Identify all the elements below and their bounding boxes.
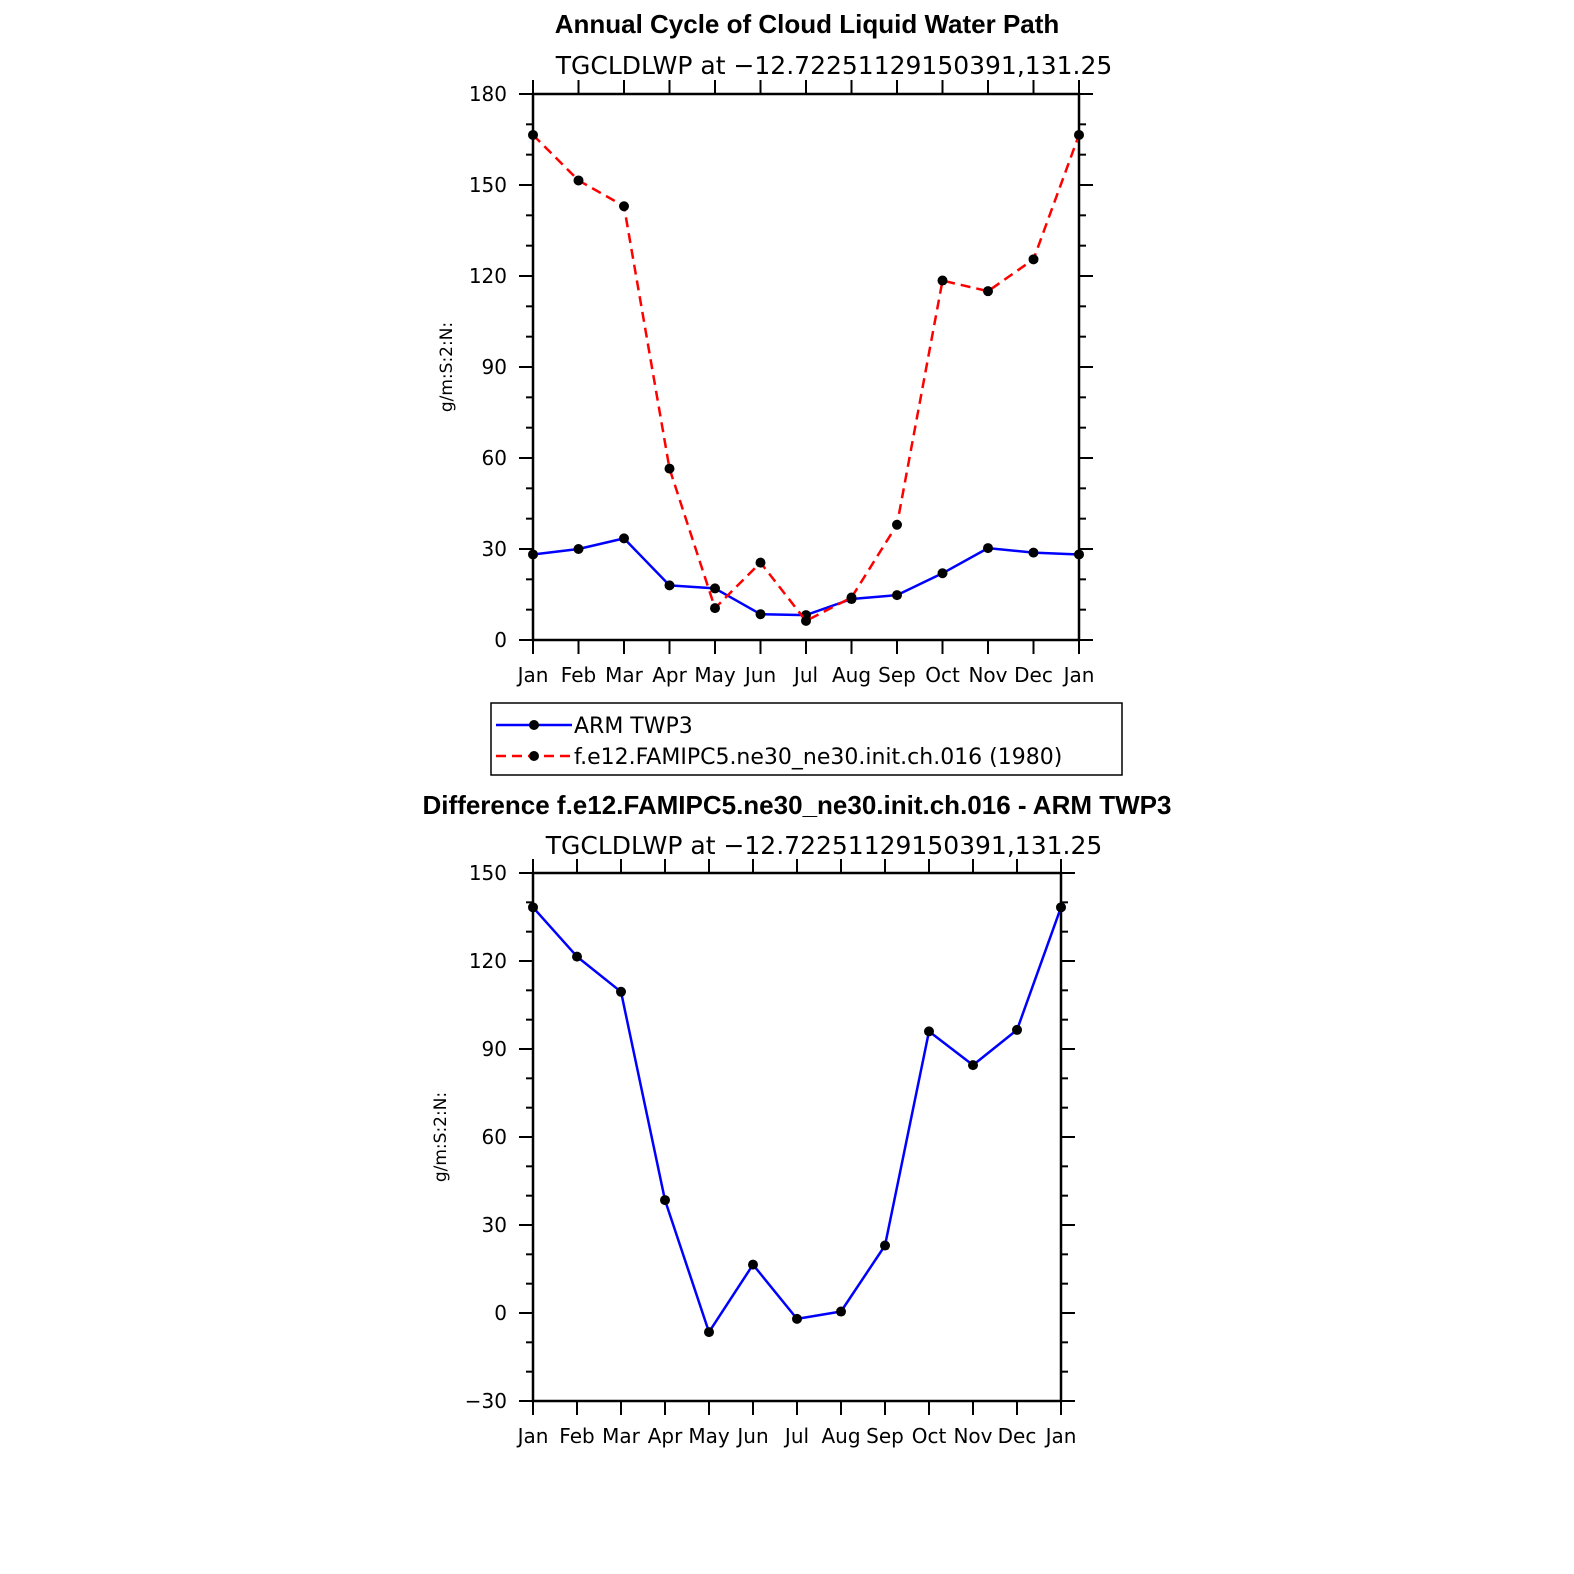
data-point bbox=[924, 1026, 934, 1037]
y-tick-label: −30 bbox=[465, 1389, 507, 1413]
x-tick-label: Jul bbox=[783, 1424, 809, 1448]
x-tick-label: Jan bbox=[1062, 663, 1095, 687]
y-axis-label: g/m:S:2:N: bbox=[431, 1092, 451, 1182]
legend-marker-model bbox=[529, 751, 539, 761]
data-point bbox=[968, 1060, 978, 1071]
y-tick-label: 90 bbox=[482, 1037, 507, 1061]
data-point bbox=[1028, 547, 1039, 558]
y-tick-label: 60 bbox=[482, 446, 507, 470]
x-tick-label: Feb bbox=[559, 1424, 594, 1448]
legend: ARM TWP3 f.e12.FAMIPC5.ne30_ne30.init.ch… bbox=[490, 702, 1123, 776]
plot-border bbox=[531, 92, 1081, 642]
x-tick-label: Nov bbox=[968, 663, 1007, 687]
x-tick-label: Mar bbox=[605, 663, 644, 687]
x-tick-label: Jun bbox=[743, 663, 776, 687]
x-tick-label: Jan bbox=[516, 663, 549, 687]
x-tick-label: Jun bbox=[735, 1424, 768, 1448]
data-point bbox=[836, 1306, 846, 1317]
data-point bbox=[1074, 129, 1084, 140]
x-tick-label: Jan bbox=[1044, 1424, 1077, 1448]
data-point bbox=[1012, 1024, 1022, 1035]
y-tick-label: 60 bbox=[482, 1125, 507, 1149]
series-line-0 bbox=[532, 906, 1063, 1334]
data-point bbox=[1074, 549, 1084, 560]
chart-title: Annual Cycle of Cloud Liquid Water Path bbox=[555, 9, 1060, 39]
data-point bbox=[619, 201, 629, 212]
data-point bbox=[710, 583, 720, 594]
x-tick-label: Dec bbox=[1014, 663, 1053, 687]
data-point bbox=[755, 557, 766, 568]
x-tick-label: Jan bbox=[516, 1424, 549, 1448]
y-tick-label: 120 bbox=[469, 264, 507, 288]
data-point bbox=[664, 463, 675, 474]
y-axis-label: g/m:S:2:N: bbox=[437, 322, 457, 412]
difference-chart: Difference f.e12.FAMIPC5.ne30_ne30.init.… bbox=[423, 790, 1172, 1448]
x-tick-label: Aug bbox=[832, 663, 871, 687]
data-point bbox=[616, 986, 626, 997]
data-point bbox=[573, 175, 584, 186]
y-tick-label: 30 bbox=[482, 537, 507, 561]
x-tick-label: May bbox=[694, 663, 736, 687]
y-tick-label: 90 bbox=[482, 355, 507, 379]
data-point bbox=[572, 951, 582, 962]
plot-area bbox=[528, 902, 1066, 1338]
x-tick-label: Sep bbox=[878, 663, 916, 687]
data-point bbox=[619, 533, 629, 544]
x-tick-label: Mar bbox=[602, 1424, 641, 1448]
data-point bbox=[1056, 902, 1066, 913]
y-tick-label: 0 bbox=[494, 628, 507, 652]
data-point bbox=[801, 615, 811, 626]
x-tick-label: Oct bbox=[925, 663, 960, 687]
legend-marker-arm-twp3 bbox=[529, 720, 539, 730]
data-point bbox=[573, 544, 584, 554]
data-point bbox=[528, 129, 538, 140]
y-tick-label: 30 bbox=[482, 1213, 507, 1237]
data-point bbox=[846, 592, 857, 603]
data-point bbox=[983, 286, 993, 297]
axes-frame: Jan Feb Mar Apr May Jun Jul Aug Sep Oct Nov Dec Jan−… bbox=[465, 859, 1077, 1448]
chart-subtitle: TGCLDLWP at −12.72251129150391,131.25 bbox=[555, 51, 1113, 80]
series-line-0 bbox=[532, 537, 1080, 617]
y-tick-label: 150 bbox=[469, 173, 507, 197]
data-point bbox=[880, 1240, 890, 1251]
data-point bbox=[937, 275, 948, 286]
data-point bbox=[892, 590, 902, 601]
plot-area bbox=[528, 129, 1084, 626]
data-point bbox=[1028, 254, 1039, 265]
data-point bbox=[892, 519, 902, 530]
x-tick-label: Sep bbox=[866, 1424, 904, 1448]
y-tick-label: 150 bbox=[469, 861, 507, 885]
data-point bbox=[792, 1313, 802, 1324]
x-tick-label: May bbox=[688, 1424, 730, 1448]
data-point bbox=[710, 603, 720, 614]
legend-box bbox=[490, 702, 1123, 776]
y-tick-label: 0 bbox=[494, 1301, 507, 1325]
chart-subtitle: TGCLDLWP at −12.72251129150391,131.25 bbox=[545, 831, 1103, 860]
data-point bbox=[937, 568, 948, 579]
annual-cycle-chart: Annual Cycle of Cloud Liquid Water Path … bbox=[437, 9, 1112, 687]
data-point bbox=[664, 580, 675, 591]
legend-label-model: f.e12.FAMIPC5.ne30_ne30.init.ch.016 (198… bbox=[574, 745, 1062, 770]
axes-frame: Jan Feb Mar Apr May Jun Jul Aug Sep Oct Nov Dec Jan 0… bbox=[469, 80, 1095, 687]
x-tick-label: Jul bbox=[792, 663, 818, 687]
x-tick-label: Feb bbox=[561, 663, 596, 687]
x-tick-label: Nov bbox=[953, 1424, 992, 1448]
x-tick-label: Apr bbox=[652, 663, 687, 687]
chart-title: Difference f.e12.FAMIPC5.ne30_ne30.init.… bbox=[423, 790, 1172, 820]
y-tick-label: 180 bbox=[469, 82, 507, 106]
data-point bbox=[748, 1259, 758, 1270]
legend-label-arm-twp3: ARM TWP3 bbox=[574, 714, 693, 739]
x-tick-label: Dec bbox=[998, 1424, 1037, 1448]
data-point bbox=[528, 902, 538, 913]
y-tick-label: 120 bbox=[469, 949, 507, 973]
data-point bbox=[660, 1195, 670, 1206]
x-tick-label: Oct bbox=[912, 1424, 947, 1448]
data-point bbox=[704, 1327, 714, 1338]
x-tick-label: Apr bbox=[648, 1424, 683, 1448]
data-point bbox=[755, 609, 766, 620]
data-point bbox=[528, 549, 538, 560]
data-point bbox=[983, 543, 993, 554]
x-tick-label: Aug bbox=[821, 1424, 860, 1448]
